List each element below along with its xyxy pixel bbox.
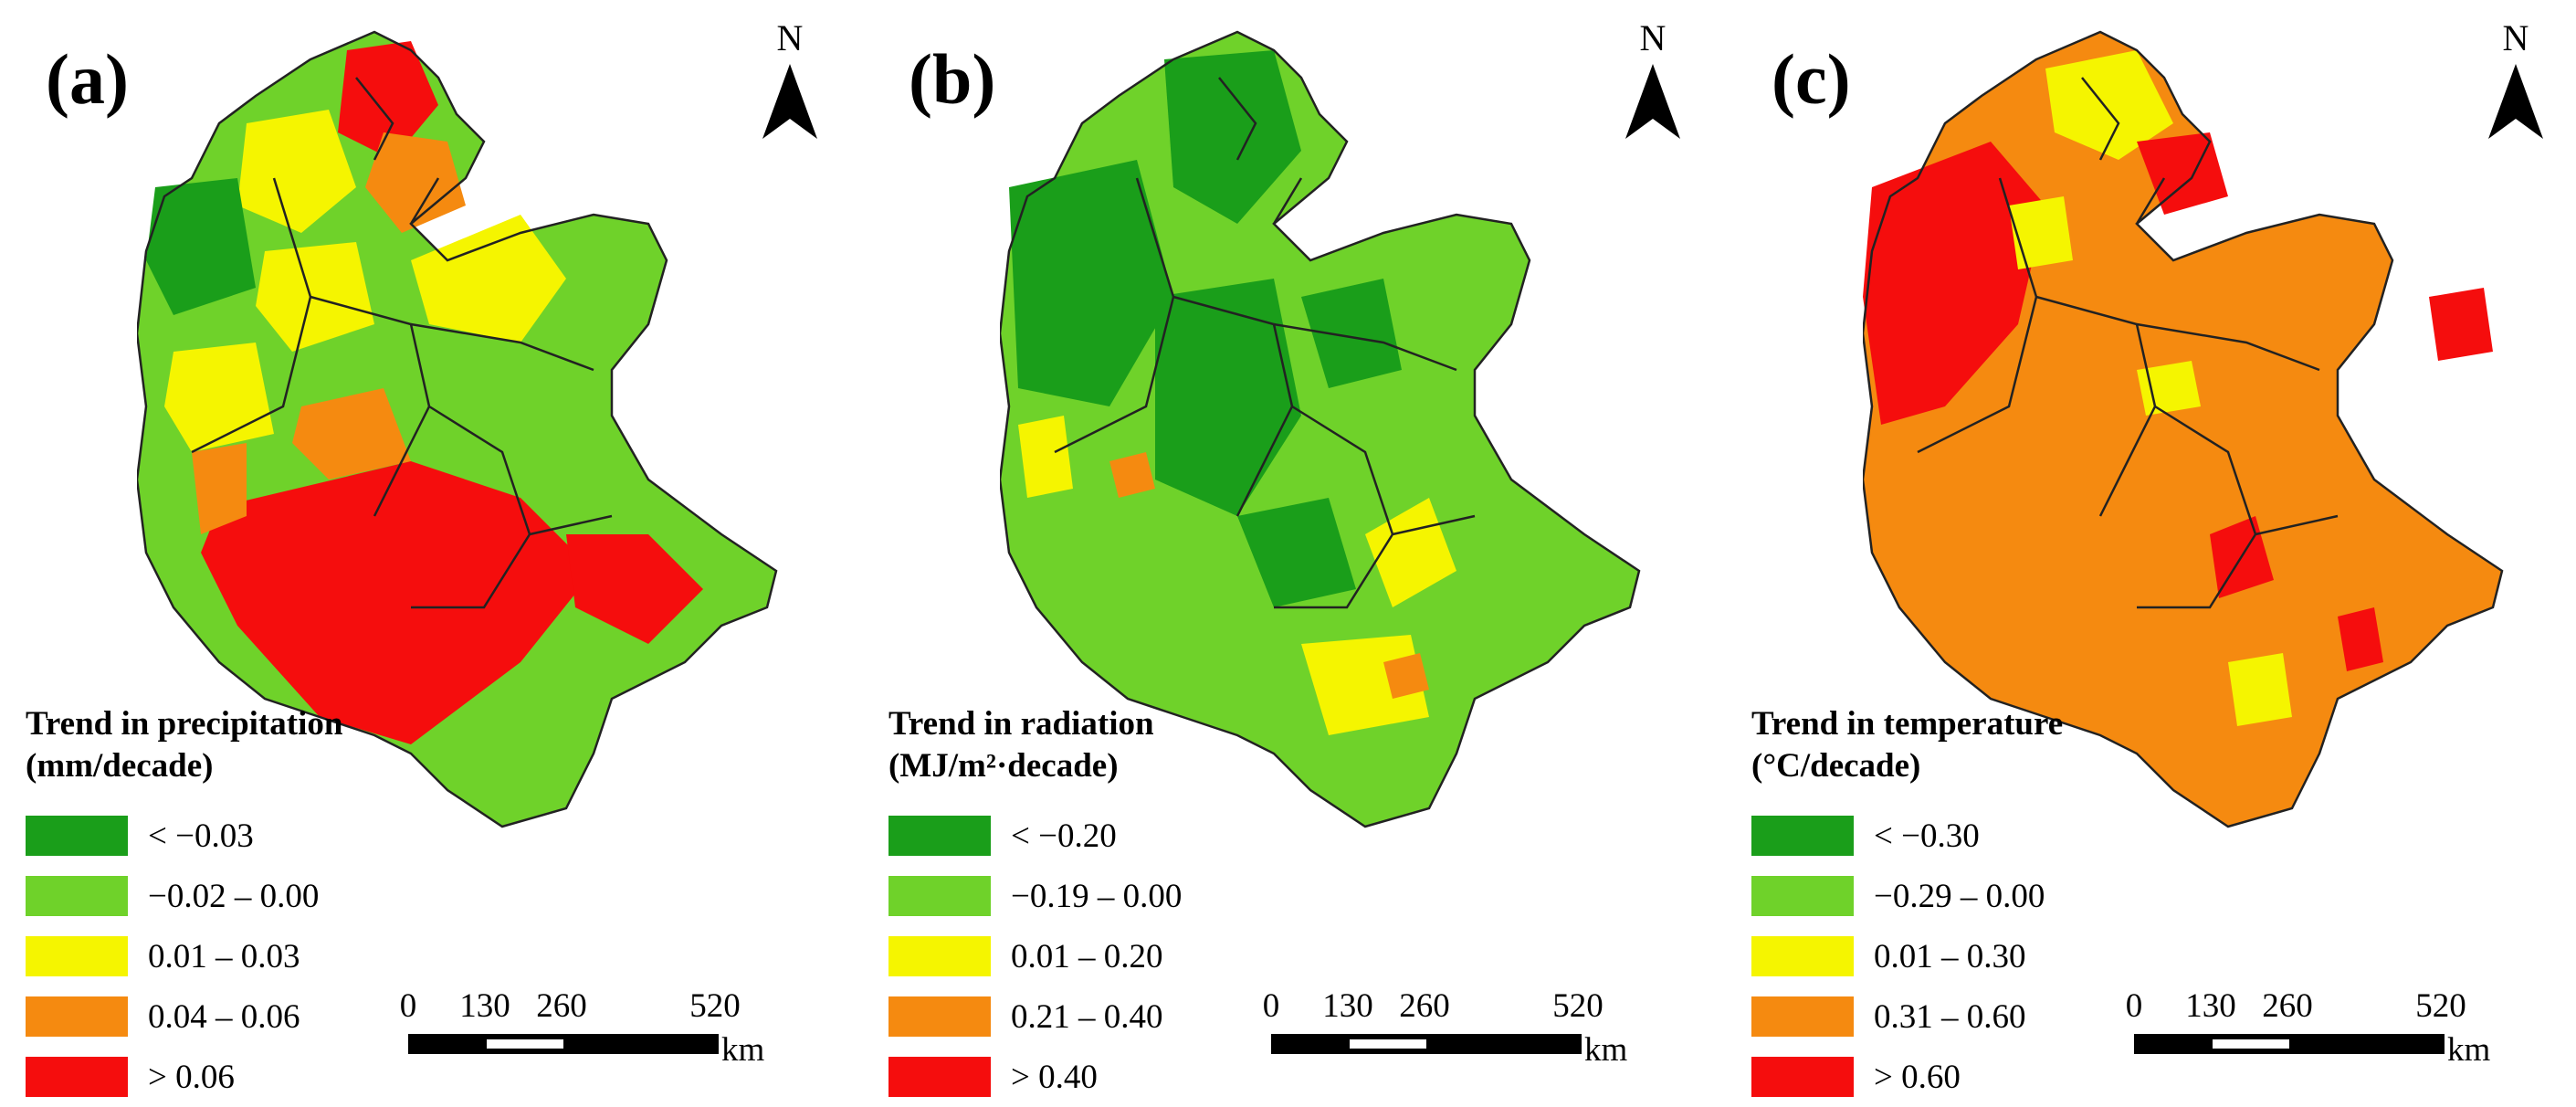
scale-tick: 260 [2262,987,2313,1025]
legend-item: 0.01 – 0.20 [888,926,1182,986]
legend: Trend in temperature (°C/decade) < −0.30… [1751,703,2063,1107]
map-panel-c: (c) N Trend in temperature (°C/decade) <… [1726,0,2576,1101]
north-arrow-icon [2488,64,2543,139]
north-label: N [2502,17,2529,58]
legend-item: > 0.40 [888,1047,1182,1107]
temperature-trend-map [1863,30,2504,828]
legend-item: 0.31 – 0.60 [1751,986,2063,1047]
scale-tick: 260 [1399,987,1450,1025]
scale-tick: 0 [399,987,417,1025]
region-patches [146,41,703,744]
north-arrow: N [1612,20,1694,139]
north-arrow: N [2475,20,2557,139]
legend-swatch [26,936,128,976]
legend-item: > 0.60 [1751,1047,2063,1107]
legend-label: −0.02 – 0.00 [148,877,320,915]
map-panel-a: (a) N Trend in precipitation (mm/decade)… [0,0,858,1101]
legend-swatch [888,876,991,916]
legend-title-line1: Trend in temperature [1751,705,2064,743]
precipitation-trend-map [137,30,778,828]
north-arrow-icon [762,64,817,139]
scale-bar-graphic [1271,1034,1582,1054]
scale-tick: 520 [689,987,741,1025]
legend-item: 0.01 – 0.03 [26,926,342,986]
legend-label: 0.04 – 0.06 [148,997,300,1036]
legend-label: 0.21 – 0.40 [1011,997,1163,1036]
map-panel-b: (b) N Trend in radiation (MJ/m²·decade) … [863,0,1721,1101]
legend-swatch [26,1057,128,1097]
legend-swatch [1751,936,1854,976]
north-arrow: N [749,20,831,139]
legend-label: > 0.60 [1874,1058,1961,1096]
legend-item: < −0.20 [888,806,1182,866]
panel-label: (b) [909,39,996,119]
legend-items: < −0.30 −0.29 – 0.00 0.01 – 0.30 0.31 – … [1751,806,2063,1107]
legend-label: 0.31 – 0.60 [1874,997,2026,1036]
scale-bar-graphic [408,1034,719,1054]
region-patches [1009,50,1456,735]
legend-item: < −0.30 [1751,806,2063,866]
legend-items: < −0.03 −0.02 – 0.00 0.01 – 0.03 0.04 – … [26,806,342,1107]
legend-label: 0.01 – 0.20 [1011,937,1163,975]
scale-tick: 0 [2125,987,2143,1025]
legend: Trend in precipitation (mm/decade) < −0.… [26,703,342,1107]
legend-item: 0.04 – 0.06 [26,986,342,1047]
legend-label: < −0.20 [1011,817,1117,855]
legend-swatch [888,816,991,856]
legend-swatch [888,996,991,1037]
legend-swatch [1751,996,1854,1037]
legend-label: < −0.03 [148,817,254,855]
legend-items: < −0.20 −0.19 – 0.00 0.01 – 0.20 0.21 – … [888,806,1182,1107]
legend-item: > 0.06 [26,1047,342,1107]
radiation-trend-map [1000,30,1641,828]
legend-label: > 0.40 [1011,1058,1098,1096]
scale-tick: 130 [459,987,510,1025]
legend-swatch [888,1057,991,1097]
north-arrow-icon [1625,64,1680,139]
legend-swatch [26,816,128,856]
legend-item: 0.21 – 0.40 [888,986,1182,1047]
legend-title-line1: Trend in radiation [888,705,1154,743]
scale-unit: km [1584,1031,1628,1069]
legend-label: −0.29 – 0.00 [1874,877,2045,915]
scale-tick: 260 [536,987,587,1025]
legend-item: 0.01 – 0.30 [1751,926,2063,986]
legend-title-line2: (mm/decade) [26,747,214,785]
legend-swatch [1751,816,1854,856]
scale-tick: 0 [1262,987,1280,1025]
north-label: N [776,17,804,58]
legend-label: 0.01 – 0.30 [1874,937,2026,975]
scale-unit: km [2447,1031,2491,1069]
legend-label: < −0.30 [1874,817,1980,855]
region-patches [1863,50,2493,726]
scale-tick: 130 [2185,987,2236,1025]
legend-item: −0.29 – 0.00 [1751,866,2063,926]
legend-label: 0.01 – 0.03 [148,937,300,975]
legend-label: > 0.06 [148,1058,235,1096]
scale-tick: 520 [1552,987,1603,1025]
panel-label: (a) [46,39,129,119]
legend-swatch [1751,876,1854,916]
scale-tick: 520 [2415,987,2466,1025]
legend-swatch [1751,1057,1854,1097]
legend-item: < −0.03 [26,806,342,866]
legend: Trend in radiation (MJ/m²·decade) < −0.2… [888,703,1182,1107]
legend-title-line2: (°C/decade) [1751,747,1921,785]
legend-swatch [888,936,991,976]
legend-item: −0.19 – 0.00 [888,866,1182,926]
legend-item: −0.02 – 0.00 [26,866,342,926]
legend-swatch [26,996,128,1037]
panel-label: (c) [1772,39,1851,119]
scale-unit: km [721,1031,765,1069]
scale-bar-graphic [2134,1034,2445,1054]
legend-swatch [26,876,128,916]
north-label: N [1639,17,1667,58]
legend-label: −0.19 – 0.00 [1011,877,1183,915]
legend-title-line1: Trend in precipitation [26,705,343,743]
legend-title-line2: (MJ/m²·decade) [888,747,1119,785]
scale-tick: 130 [1322,987,1373,1025]
